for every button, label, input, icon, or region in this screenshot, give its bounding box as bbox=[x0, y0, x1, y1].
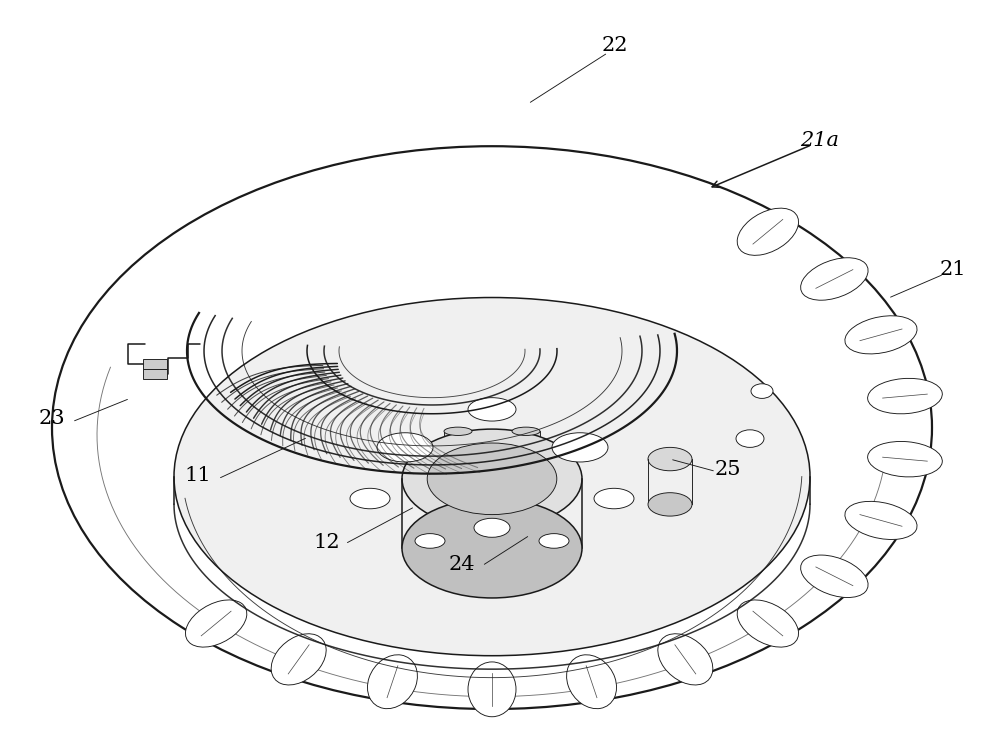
Bar bbox=[512, 431, 540, 459]
FancyBboxPatch shape bbox=[143, 369, 167, 379]
Ellipse shape bbox=[648, 493, 692, 516]
Ellipse shape bbox=[737, 600, 799, 647]
Ellipse shape bbox=[737, 208, 799, 255]
Ellipse shape bbox=[367, 655, 417, 708]
Ellipse shape bbox=[567, 655, 617, 708]
FancyBboxPatch shape bbox=[143, 359, 167, 369]
Ellipse shape bbox=[474, 518, 510, 537]
Ellipse shape bbox=[468, 662, 516, 716]
Ellipse shape bbox=[444, 427, 472, 436]
Ellipse shape bbox=[658, 634, 713, 685]
Bar bbox=[444, 431, 472, 459]
Ellipse shape bbox=[402, 429, 582, 529]
Text: 23: 23 bbox=[39, 409, 65, 428]
Ellipse shape bbox=[845, 501, 917, 539]
Ellipse shape bbox=[648, 447, 692, 471]
Ellipse shape bbox=[845, 316, 917, 354]
Ellipse shape bbox=[174, 298, 810, 656]
Ellipse shape bbox=[868, 442, 942, 477]
Ellipse shape bbox=[271, 634, 326, 685]
Ellipse shape bbox=[350, 488, 390, 509]
Ellipse shape bbox=[868, 379, 942, 414]
Text: 11: 11 bbox=[185, 466, 211, 485]
Ellipse shape bbox=[512, 427, 540, 436]
Ellipse shape bbox=[594, 488, 634, 509]
Text: 21: 21 bbox=[940, 260, 966, 279]
Ellipse shape bbox=[539, 534, 569, 548]
Ellipse shape bbox=[185, 600, 247, 647]
Ellipse shape bbox=[552, 433, 608, 462]
Ellipse shape bbox=[415, 534, 445, 548]
Ellipse shape bbox=[427, 443, 557, 515]
Ellipse shape bbox=[801, 555, 868, 597]
Text: 12: 12 bbox=[314, 533, 340, 552]
Text: 25: 25 bbox=[715, 460, 741, 479]
Text: 21a: 21a bbox=[800, 131, 840, 150]
Ellipse shape bbox=[377, 433, 433, 462]
Ellipse shape bbox=[751, 384, 773, 398]
Ellipse shape bbox=[736, 430, 764, 447]
Ellipse shape bbox=[402, 499, 582, 598]
Ellipse shape bbox=[801, 258, 868, 300]
Text: 22: 22 bbox=[602, 36, 628, 55]
Text: 24: 24 bbox=[449, 555, 475, 574]
Ellipse shape bbox=[468, 398, 516, 421]
